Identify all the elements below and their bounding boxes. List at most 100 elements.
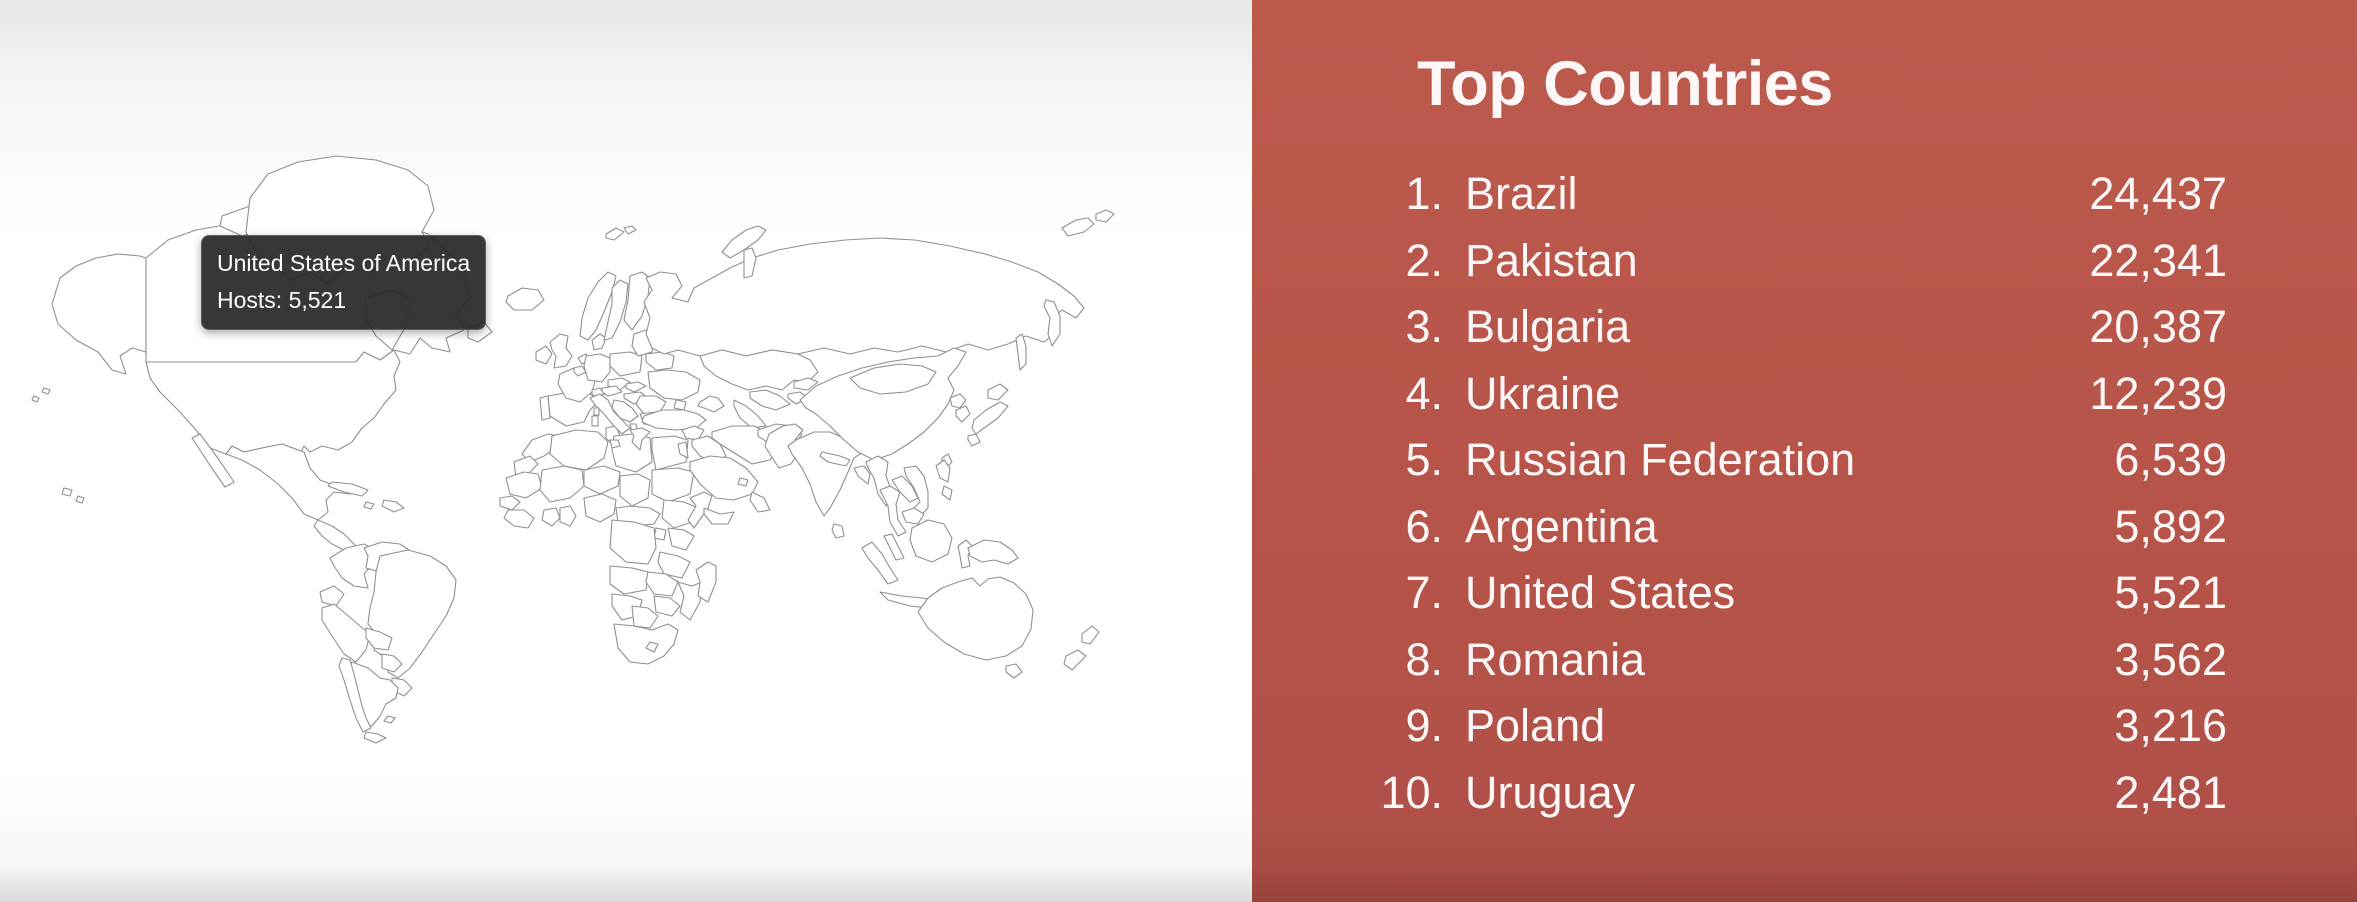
country-sulawesi[interactable]	[957, 539, 973, 569]
country-mongolia[interactable]	[849, 363, 937, 395]
country-turkmenistan[interactable]	[733, 399, 767, 429]
country-caucasus[interactable]	[697, 395, 725, 413]
country-colombia[interactable]	[329, 543, 377, 589]
country-greece[interactable]	[629, 427, 651, 451]
country-tierra-del-fuego[interactable]	[363, 731, 387, 744]
country-russian-arctic-islands[interactable]	[1095, 209, 1115, 223]
country-mali[interactable]	[539, 465, 585, 503]
country-turkey[interactable]	[641, 409, 707, 431]
country-drc[interactable]	[609, 519, 657, 565]
country-philippines[interactable]	[935, 459, 951, 483]
country-philippines[interactable]	[941, 485, 953, 501]
country-poland[interactable]	[609, 351, 643, 377]
country-ecuador[interactable]	[319, 585, 345, 607]
world-choropleth-map[interactable]	[0, 0, 1252, 902]
country-new-zealand-north[interactable]	[1081, 625, 1100, 645]
country-algeria[interactable]	[549, 429, 609, 471]
country-cuba[interactable]	[327, 481, 369, 497]
country-japan-hokkaido[interactable]	[987, 383, 1009, 401]
country-israel-jordan[interactable]	[677, 441, 689, 459]
country-lesotho[interactable]	[645, 641, 659, 653]
country-svalbard[interactable]	[605, 227, 625, 241]
country-north-korea[interactable]	[949, 393, 967, 409]
country-zambia[interactable]	[645, 571, 679, 597]
country-norway[interactable]	[579, 271, 617, 341]
country-sweden[interactable]	[603, 279, 629, 341]
country-sumatra[interactable]	[861, 541, 899, 585]
country-mozambique[interactable]	[677, 581, 703, 621]
country-thailand[interactable]	[879, 485, 907, 537]
country-botswana[interactable]	[631, 605, 659, 629]
country-kamchatka[interactable]	[1043, 299, 1061, 347]
country-angola[interactable]	[609, 565, 649, 595]
country-malaysia[interactable]	[883, 533, 905, 561]
country-balkans[interactable]	[611, 399, 639, 423]
country-japan-honshu[interactable]	[971, 401, 1009, 435]
country-senegal[interactable]	[499, 495, 521, 511]
country-chad[interactable]	[619, 473, 651, 507]
country-ukraine[interactable]	[647, 369, 701, 401]
country-uzbekistan[interactable]	[749, 389, 791, 411]
country-cambodia[interactable]	[901, 507, 925, 525]
country-ivory-coast[interactable]	[541, 507, 561, 527]
country-slovakia[interactable]	[625, 381, 647, 393]
country-falklands[interactable]	[383, 715, 396, 724]
country-ireland[interactable]	[535, 345, 553, 365]
country-ghana[interactable]	[559, 505, 577, 527]
country-hawaii[interactable]	[61, 487, 73, 497]
country-sri-lanka[interactable]	[831, 523, 845, 539]
country-crimea[interactable]	[673, 399, 687, 411]
country-sudan[interactable]	[651, 467, 695, 503]
country-bangladesh[interactable]	[853, 465, 871, 485]
country-guinea[interactable]	[503, 509, 535, 529]
country-uganda[interactable]	[653, 527, 667, 541]
country-bolivia[interactable]	[365, 627, 393, 651]
country-south-korea[interactable]	[955, 405, 971, 423]
country-russian-arctic-islands[interactable]	[1061, 217, 1095, 237]
country-sardinia[interactable]	[591, 415, 599, 427]
country-oman[interactable]	[749, 491, 771, 513]
country-sicily[interactable]	[609, 439, 621, 449]
country-finland[interactable]	[623, 271, 651, 331]
country-peru[interactable]	[321, 603, 371, 663]
country-syria[interactable]	[681, 425, 705, 441]
country-japan-kyushu[interactable]	[967, 433, 981, 447]
country-niger[interactable]	[583, 465, 621, 495]
country-zimbabwe[interactable]	[653, 595, 681, 617]
country-yemen[interactable]	[703, 507, 735, 525]
country-hawaii[interactable]	[75, 495, 85, 504]
country-kyrgyzstan[interactable]	[793, 377, 819, 391]
country-corsica[interactable]	[593, 407, 600, 416]
country-tanzania[interactable]	[657, 551, 691, 579]
country-new-guinea[interactable]	[967, 539, 1019, 565]
country-mauritania[interactable]	[505, 471, 543, 499]
country-madagascar[interactable]	[695, 561, 717, 603]
country-united-kingdom[interactable]	[549, 333, 573, 369]
country-germany[interactable]	[583, 353, 611, 383]
country-borneo[interactable]	[909, 519, 953, 563]
country-belarus[interactable]	[645, 351, 675, 371]
country-nigeria[interactable]	[583, 493, 617, 523]
country-novaya-zemlya[interactable]	[721, 225, 767, 259]
country-svalbard[interactable]	[623, 225, 637, 235]
country-hispaniola[interactable]	[381, 499, 405, 513]
country-paraguay[interactable]	[381, 653, 403, 673]
country-mexico-baja[interactable]	[191, 433, 235, 488]
country-belgium[interactable]	[573, 365, 587, 377]
country-somalia[interactable]	[687, 491, 713, 529]
country-iceland[interactable]	[505, 287, 545, 311]
country-kenya[interactable]	[667, 527, 695, 551]
country-tasmania[interactable]	[1005, 663, 1023, 679]
country-brazil[interactable]	[367, 549, 457, 679]
country-portugal[interactable]	[539, 395, 551, 421]
country-new-zealand-south[interactable]	[1063, 649, 1087, 671]
country-sakhalin[interactable]	[1015, 333, 1027, 371]
country-jamaica[interactable]	[363, 501, 375, 510]
country-nepal[interactable]	[819, 451, 851, 467]
country-denmark[interactable]	[591, 333, 607, 351]
country-alaska[interactable]	[51, 253, 147, 375]
country-australia[interactable]	[917, 576, 1034, 661]
country-gulf-states[interactable]	[737, 477, 749, 487]
country-italy[interactable]	[589, 393, 631, 435]
country-chile[interactable]	[338, 657, 372, 733]
